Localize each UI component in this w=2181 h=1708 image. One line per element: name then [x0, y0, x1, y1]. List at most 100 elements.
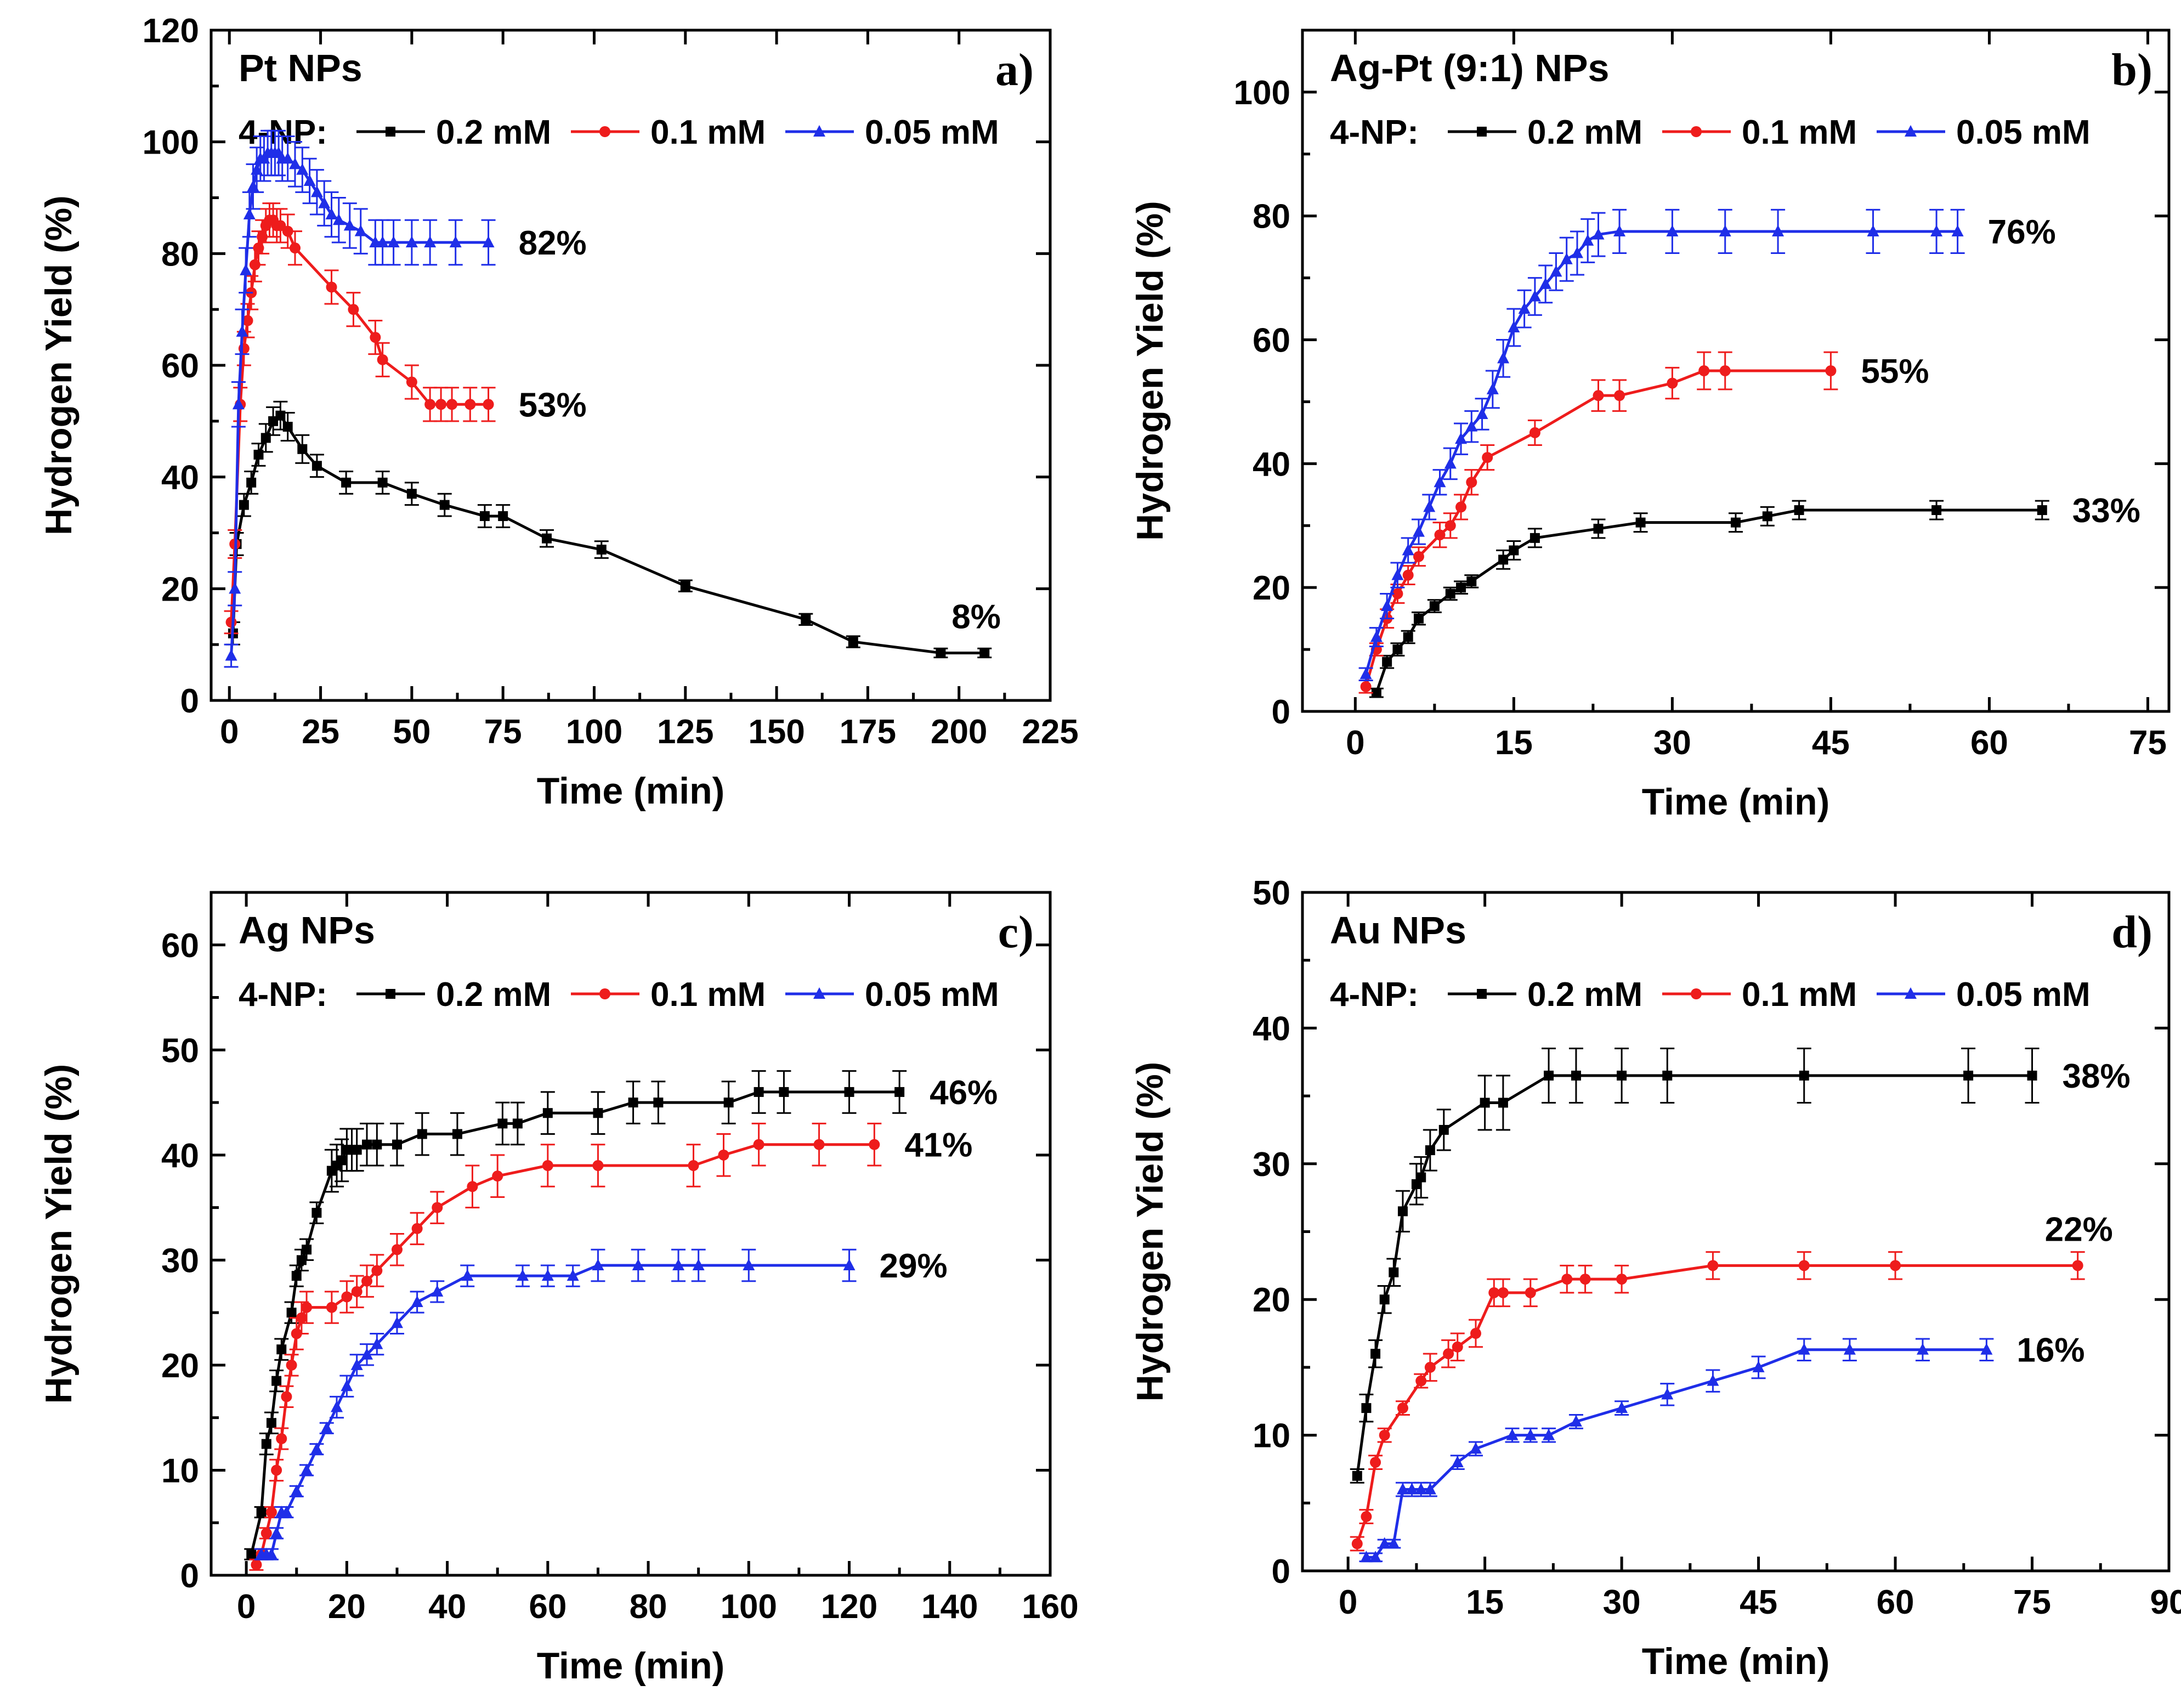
plot-frame: [1301, 29, 2171, 713]
y-tick-label: 100: [143, 124, 199, 162]
data-point: [257, 231, 268, 242]
y-tick-label: 50: [161, 1032, 199, 1070]
data-point: [1772, 224, 1785, 236]
data-point: [1916, 1343, 1929, 1355]
data-point: [1561, 1274, 1573, 1285]
data-point: [251, 1559, 262, 1570]
data-point: [672, 1258, 685, 1270]
data-point: [261, 1439, 271, 1449]
data-point: [1890, 1260, 1901, 1271]
legend-label: 0.2 mM: [436, 976, 551, 1014]
data-point: [743, 1258, 755, 1270]
data-point: [1406, 1483, 1418, 1495]
legend-marker: [1691, 988, 1702, 999]
data-point: [1413, 551, 1424, 562]
end-value-label: 29%: [880, 1247, 948, 1285]
data-point: [286, 1359, 297, 1371]
data-point: [779, 1087, 789, 1097]
data-point: [497, 1118, 508, 1129]
x-axis-title: Time (min): [1642, 781, 1830, 823]
x-tick-label: 150: [748, 713, 805, 751]
legend-marker: [1905, 125, 1917, 137]
data-point: [1351, 1538, 1363, 1549]
data-point: [302, 1245, 312, 1255]
data-point: [979, 648, 990, 658]
data-point: [1731, 517, 1741, 528]
data-point: [253, 242, 264, 254]
data-point: [291, 1328, 302, 1339]
data-point: [1570, 1415, 1582, 1427]
x-tick-label: 60: [1970, 724, 2008, 762]
data-point: [517, 1269, 529, 1281]
x-tick-label: 0: [237, 1588, 256, 1626]
x-tick-label: 75: [484, 713, 522, 751]
legend-marker: [1477, 127, 1487, 137]
x-tick-label: 0: [220, 713, 239, 751]
data-point: [1397, 1402, 1408, 1414]
data-point: [1397, 1206, 1408, 1217]
data-point: [341, 1291, 353, 1303]
data-point: [290, 242, 301, 254]
data-point: [1445, 589, 1455, 599]
data-point: [361, 1275, 373, 1287]
data-point: [301, 1302, 313, 1313]
data-point: [290, 1484, 303, 1496]
data-point: [1550, 265, 1562, 277]
data-point: [247, 180, 259, 192]
data-point: [1963, 1070, 1974, 1081]
x-axis-title: Time (min): [537, 770, 725, 812]
data-point: [1455, 432, 1468, 444]
data-point: [1466, 576, 1477, 586]
data-point: [362, 1139, 372, 1150]
data-point: [361, 1348, 373, 1360]
panel-title: Pt NPs: [239, 47, 362, 89]
series-line: [1375, 508, 2042, 693]
end-value-label: 22%: [2045, 1211, 2113, 1248]
series-0.1-mM: [1358, 351, 1838, 694]
data-point: [1799, 1070, 1809, 1081]
data-point: [1719, 224, 1731, 236]
data-point: [351, 1286, 362, 1297]
data-point: [848, 637, 858, 647]
data-point: [1529, 427, 1540, 438]
end-value-label: 76%: [1988, 213, 2056, 251]
series-line: [1356, 1074, 2032, 1477]
data-point: [406, 489, 417, 499]
x-tick-label: 90: [2150, 1583, 2181, 1621]
data-point: [1719, 365, 1731, 376]
legend-label: 0.05 mM: [865, 976, 999, 1014]
data-point: [1391, 568, 1404, 580]
y-tick-label: 80: [161, 235, 199, 273]
data-point: [512, 1118, 523, 1129]
data-point: [1667, 377, 1678, 389]
data-point: [1571, 1070, 1581, 1081]
data-point: [498, 511, 508, 521]
x-tick-label: 125: [657, 713, 713, 751]
data-point: [343, 219, 356, 231]
legend-prefix: 4-NP:: [1330, 114, 1419, 151]
series-0.2-mM: [225, 400, 992, 659]
data-point: [718, 1149, 729, 1161]
panel-title: Au NPs: [1330, 909, 1466, 952]
data-point: [1387, 1537, 1400, 1549]
data-point: [296, 1255, 307, 1265]
data-point: [326, 281, 337, 293]
data-point: [483, 399, 494, 410]
panel-letter: c): [998, 907, 1034, 958]
data-point: [723, 1098, 734, 1108]
data-point: [289, 157, 301, 169]
data-point: [688, 1160, 699, 1171]
data-point: [1361, 1511, 1372, 1523]
data-point: [813, 1139, 825, 1150]
y-tick-label: 30: [1253, 1146, 1290, 1184]
series-0.05-mM: [1359, 1338, 1994, 1563]
data-point: [1579, 1274, 1591, 1285]
x-tick-label: 140: [921, 1588, 978, 1626]
y-tick-label: 30: [161, 1242, 199, 1280]
y-tick-label: 100: [1234, 74, 1290, 112]
data-point: [240, 263, 252, 275]
data-point: [1403, 632, 1413, 642]
x-tick-label: 160: [1022, 1588, 1078, 1626]
y-tick-label: 0: [180, 1557, 199, 1595]
data-point: [1661, 1388, 1674, 1400]
